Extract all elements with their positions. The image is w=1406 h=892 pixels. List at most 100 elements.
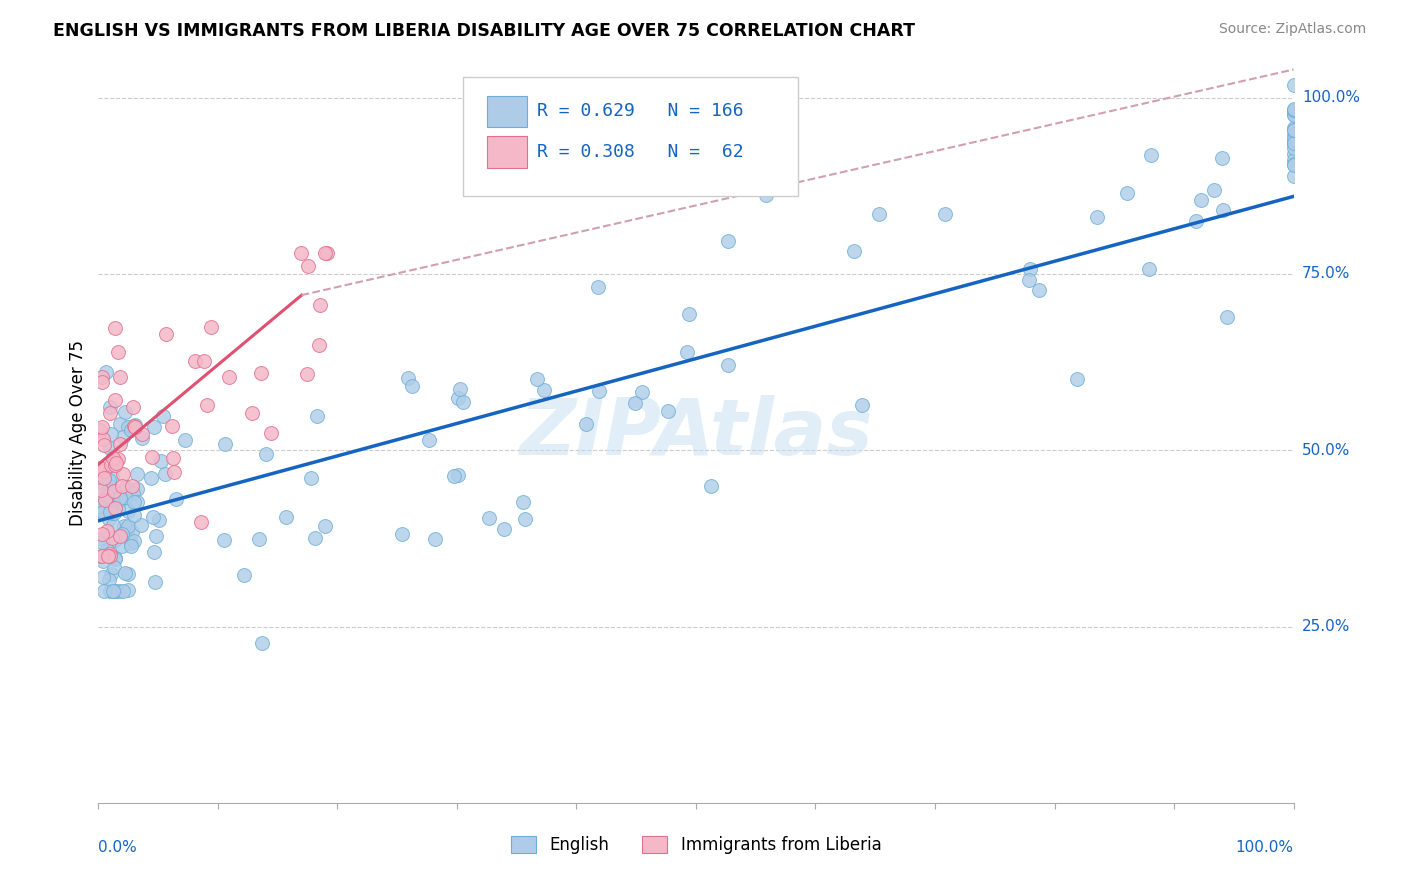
Point bbox=[121, 535, 143, 549]
Point bbox=[260, 425, 283, 440]
Point bbox=[93, 465, 115, 479]
Point bbox=[90, 420, 112, 434]
Point bbox=[96, 549, 118, 563]
Point bbox=[232, 568, 254, 582]
Point bbox=[100, 566, 122, 581]
FancyBboxPatch shape bbox=[486, 136, 527, 168]
Point bbox=[94, 492, 117, 507]
Point bbox=[173, 434, 195, 448]
Point bbox=[100, 427, 122, 442]
Point bbox=[117, 504, 139, 518]
Text: 75.0%: 75.0% bbox=[1302, 267, 1350, 282]
Point bbox=[218, 370, 240, 384]
Point bbox=[108, 492, 131, 507]
Point bbox=[1282, 78, 1305, 93]
Point bbox=[107, 344, 129, 359]
Point bbox=[165, 491, 187, 506]
Point bbox=[98, 479, 121, 493]
Point bbox=[1085, 210, 1108, 224]
Point bbox=[108, 491, 131, 505]
Point bbox=[1018, 261, 1040, 276]
Y-axis label: Disability Age Over 75: Disability Age Over 75 bbox=[69, 340, 87, 525]
Point bbox=[89, 423, 111, 437]
Point bbox=[98, 573, 121, 587]
Point bbox=[200, 320, 222, 334]
Point bbox=[110, 417, 132, 431]
Point bbox=[98, 549, 121, 563]
Point bbox=[125, 495, 148, 509]
Point bbox=[122, 419, 145, 434]
Point bbox=[104, 393, 127, 408]
Point bbox=[755, 188, 778, 202]
Point bbox=[1185, 213, 1208, 227]
Point bbox=[103, 506, 125, 520]
Point bbox=[114, 491, 136, 505]
Point bbox=[868, 207, 890, 221]
Point bbox=[98, 441, 121, 455]
Point bbox=[93, 570, 115, 584]
Point bbox=[1282, 108, 1305, 122]
Point bbox=[104, 550, 127, 565]
Point bbox=[443, 469, 465, 483]
Point bbox=[115, 527, 138, 541]
Point bbox=[678, 307, 700, 321]
Point bbox=[1140, 148, 1163, 162]
Point bbox=[98, 547, 121, 561]
Point bbox=[108, 369, 131, 384]
Point bbox=[122, 400, 145, 414]
Point bbox=[91, 505, 114, 519]
Point bbox=[1282, 104, 1305, 119]
Point bbox=[418, 434, 440, 448]
Point bbox=[103, 458, 125, 472]
Point bbox=[699, 479, 721, 493]
FancyBboxPatch shape bbox=[486, 95, 527, 127]
Point bbox=[512, 495, 534, 509]
Point bbox=[1282, 136, 1305, 150]
Point bbox=[1211, 151, 1233, 165]
Point bbox=[155, 467, 177, 482]
Point bbox=[122, 508, 145, 523]
Point bbox=[142, 509, 165, 524]
Point bbox=[586, 280, 609, 294]
Point bbox=[297, 259, 319, 273]
Point bbox=[121, 524, 143, 539]
Point bbox=[1282, 169, 1305, 184]
Point bbox=[96, 492, 118, 507]
Point bbox=[533, 383, 555, 397]
Point bbox=[103, 552, 125, 566]
Point bbox=[98, 505, 121, 519]
Point bbox=[554, 158, 576, 172]
Point bbox=[94, 481, 117, 495]
Point bbox=[117, 420, 139, 434]
Point bbox=[117, 519, 139, 533]
Point bbox=[1282, 136, 1305, 151]
Point bbox=[1212, 203, 1234, 218]
Point bbox=[111, 429, 134, 443]
Point bbox=[717, 234, 740, 248]
Point bbox=[93, 471, 115, 485]
Point bbox=[108, 437, 131, 451]
Point bbox=[160, 418, 183, 433]
Point bbox=[717, 359, 740, 373]
Text: 0.0%: 0.0% bbox=[98, 840, 138, 855]
Point bbox=[90, 503, 112, 517]
Point bbox=[104, 485, 127, 500]
Point bbox=[96, 365, 118, 379]
Point bbox=[98, 584, 121, 599]
Point bbox=[163, 466, 186, 480]
FancyBboxPatch shape bbox=[463, 78, 797, 195]
Point bbox=[90, 535, 112, 549]
Point bbox=[193, 354, 215, 368]
Point bbox=[117, 583, 139, 598]
Point bbox=[90, 483, 112, 497]
Point bbox=[122, 534, 145, 549]
Point bbox=[195, 398, 218, 412]
Point bbox=[240, 406, 263, 420]
Point bbox=[1028, 284, 1050, 298]
Point bbox=[1282, 123, 1305, 137]
Point bbox=[90, 370, 112, 384]
Point bbox=[449, 382, 471, 396]
Point bbox=[104, 533, 127, 548]
Point bbox=[308, 337, 330, 351]
Point bbox=[112, 467, 135, 482]
